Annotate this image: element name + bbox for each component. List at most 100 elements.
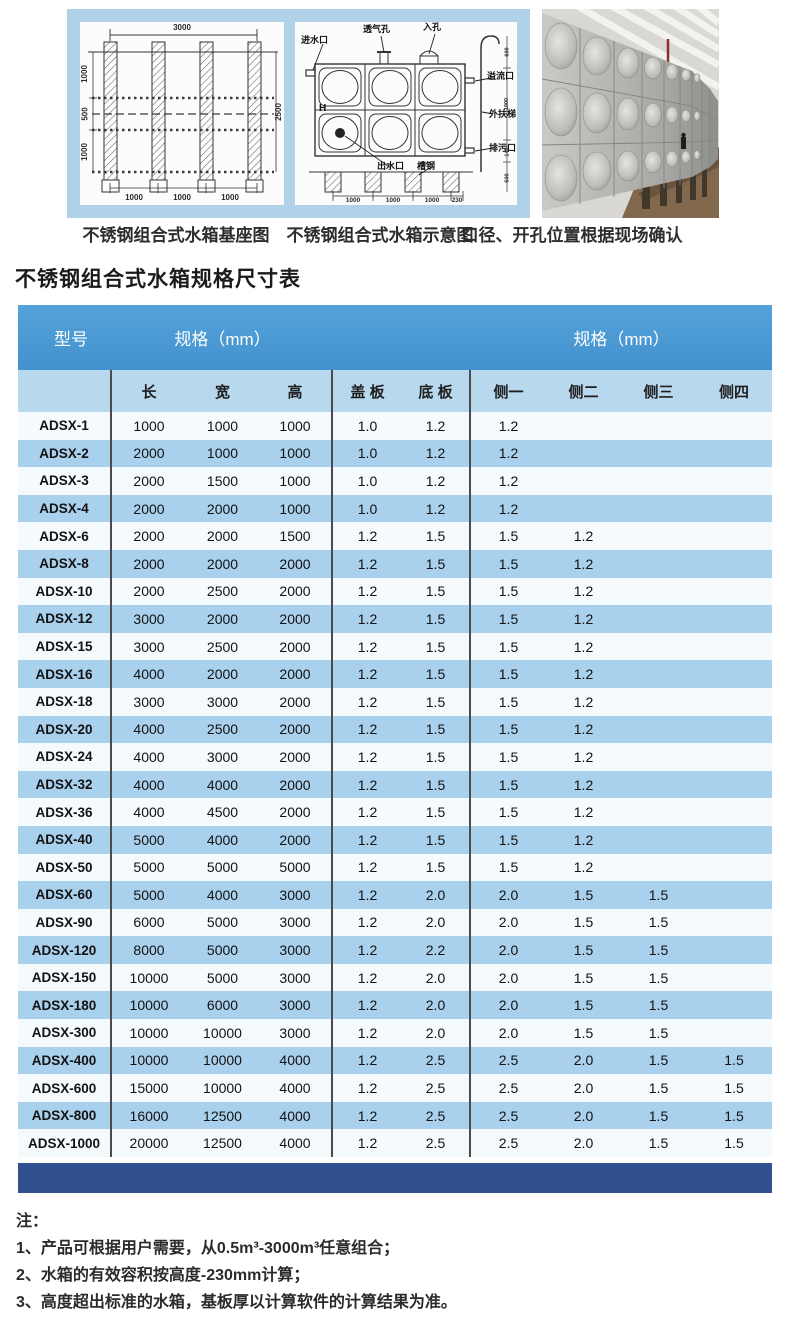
width-cell: 5000 (206, 859, 239, 876)
length-cell: 8000 (133, 942, 165, 959)
width-cell: 1500 (206, 472, 239, 489)
model-cell: ADSX-20 (18, 715, 112, 744)
side1-cell: 2.0 (498, 886, 519, 903)
length-cell: 4000 (133, 776, 165, 793)
cover-plate-cell: 1.0 (357, 500, 378, 517)
height-cell: 2000 (259, 715, 333, 744)
length-cell: 10000 (129, 1024, 169, 1041)
inlet-label: 进水口 (301, 35, 329, 45)
height-cell: 3000 (259, 881, 333, 909)
side1-cell: 1.5 (498, 555, 519, 572)
height-cell: 1000 (259, 439, 333, 468)
height-cell: 1000 (259, 412, 333, 440)
table-row: ADSX-24 4000 3000 2000 1.2 1.5 1.5 1.2 (18, 743, 772, 771)
side3-cell (621, 412, 696, 440)
height-cell: 4000 (259, 1101, 333, 1130)
side1-cell: 1.2 (498, 500, 519, 517)
notes-heading: 注： (16, 1213, 49, 1230)
header-spec-right: 规格（mm） (573, 330, 670, 349)
table-row: ADSX-90 6000 5000 3000 1.2 2.0 2.0 1.5 1… (18, 908, 772, 937)
side4-cell (696, 467, 772, 495)
width-cell: 10000 (203, 1080, 242, 1097)
side4-cell (696, 716, 772, 744)
width-cell: 4000 (206, 776, 239, 793)
length-cell: 2000 (133, 472, 165, 489)
side1-cell: 2.5 (498, 1080, 519, 1097)
dim-bottom-2: 1000 (173, 193, 191, 202)
cover-plate-cell: 1.2 (357, 1052, 378, 1069)
bottom-plate-cell: 2.5 (402, 1046, 471, 1075)
cover-plate-cell: 1.2 (357, 859, 378, 876)
length-cell: 4000 (133, 748, 165, 765)
table-row: ADSX-50 5000 5000 5000 1.2 1.5 1.5 1.2 (18, 853, 772, 882)
base-diagram: 3000 1000 500 1000 2500 1000 1000 1000 (80, 22, 284, 205)
table-row: ADSX-6 2000 2000 1500 1.2 1.5 1.5 1.2 (18, 522, 772, 550)
side2-cell: 1.2 (573, 555, 594, 572)
side3-cell (621, 826, 696, 854)
sch-dim-right-4: 500 (504, 173, 511, 183)
table-row: ADSX-60 5000 4000 3000 1.2 2.0 2.0 1.5 1… (18, 881, 772, 909)
table-footer-bar (18, 1163, 772, 1194)
table-row: ADSX-1000 20000 12500 4000 1.2 2.5 2.5 2… (18, 1129, 772, 1158)
side4-cell (696, 633, 772, 661)
width-cell: 4000 (206, 886, 239, 903)
side3-cell: 1.5 (648, 914, 669, 931)
side3-cell: 1.5 (648, 886, 669, 903)
side3-cell (621, 798, 696, 826)
subheader-side3: 侧三 (643, 383, 674, 401)
side3-cell (621, 495, 696, 523)
height-cell: 3000 (259, 936, 333, 964)
side1-cell: 1.5 (498, 859, 519, 876)
side2-cell: 1.2 (573, 721, 594, 738)
side4-cell (696, 798, 772, 826)
side1-cell: 2.0 (498, 942, 519, 959)
table-row: ADSX-36 4000 4500 2000 1.2 1.5 1.5 1.2 (18, 798, 772, 826)
notes: 注： 1、产品可根据用户需要，从0.5m³-3000m³任意组合； 2、水箱的有… (16, 1208, 457, 1316)
side1-cell: 1.5 (498, 610, 519, 627)
width-cell: 3000 (206, 748, 239, 765)
width-cell: 10000 (203, 1052, 242, 1069)
side3-cell (621, 578, 696, 606)
model-cell: ADSX-24 (18, 743, 112, 771)
model-cell: ADSX-1 (18, 412, 112, 440)
width-cell: 2000 (206, 500, 239, 517)
side3-cell (621, 522, 696, 550)
height-cell: 2000 (259, 770, 333, 799)
bottom-plate-cell: 1.5 (402, 715, 471, 744)
bottom-plate-cell: 1.5 (402, 605, 471, 633)
side1-cell: 1.5 (498, 666, 519, 683)
bottom-plate-cell: 2.2 (402, 936, 471, 964)
side4-cell (696, 495, 772, 523)
side2-cell: 1.5 (573, 886, 594, 903)
side4-cell: 1.5 (724, 1080, 744, 1097)
length-cell: 16000 (129, 1107, 169, 1124)
side4-cell (696, 660, 772, 688)
bottom-plate-cell: 1.5 (402, 577, 471, 606)
model-cell: ADSX-32 (18, 770, 112, 799)
bottom-plate-cell: 1.5 (402, 660, 471, 688)
sch-dim-right-2: 1000 (504, 97, 511, 111)
side3-cell: 1.5 (648, 942, 669, 959)
cover-plate-cell: 1.2 (357, 583, 378, 600)
side1-cell: 1.2 (498, 472, 519, 489)
side3-cell (621, 633, 696, 661)
table-row: ADSX-800 16000 12500 4000 1.2 2.5 2.5 2.… (18, 1101, 772, 1130)
model-cell: ADSX-120 (18, 936, 112, 964)
side2-cell: 1.2 (573, 638, 594, 655)
subheader-cover-plate: 盖 板 (350, 383, 385, 401)
side2-cell: 1.2 (573, 583, 594, 600)
height-cell: 1500 (259, 522, 333, 550)
side1-cell: 1.5 (498, 748, 519, 765)
height-cell: 1000 (259, 467, 333, 495)
side1-cell: 2.5 (498, 1135, 519, 1152)
model-cell: ADSX-12 (18, 605, 112, 633)
side3-cell (621, 440, 696, 468)
side4-cell (696, 550, 772, 578)
model-cell: ADSX-4 (18, 494, 112, 523)
side3-cell: 1.5 (648, 1107, 669, 1124)
cover-plate-cell: 1.2 (357, 721, 378, 738)
base-diagram-drawing (88, 29, 278, 193)
cover-plate-cell: 1.0 (357, 445, 378, 462)
side3-cell (621, 771, 696, 799)
subheader-length: 长 (141, 383, 157, 401)
